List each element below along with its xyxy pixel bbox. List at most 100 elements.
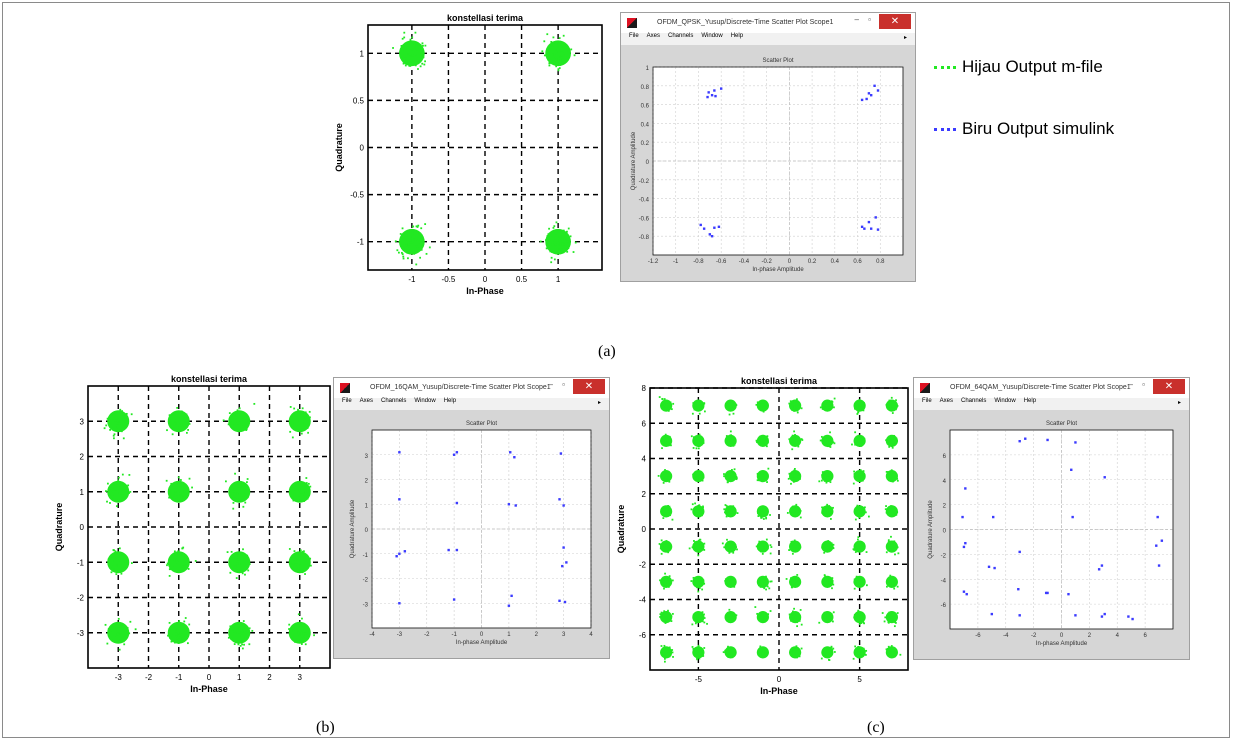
menu-window[interactable]: Window	[994, 398, 1016, 404]
constellation-cluster	[852, 645, 868, 660]
constellation-cluster	[789, 645, 803, 659]
scatter-point	[1071, 515, 1074, 519]
scatter-point	[414, 64, 417, 67]
scatter-point	[731, 511, 734, 514]
restore-icon[interactable]: ▫	[868, 15, 871, 24]
scatter-point	[238, 631, 241, 634]
scatter-point	[234, 563, 237, 566]
scatter-point	[180, 410, 183, 413]
menu-axes[interactable]: Axes	[646, 33, 661, 39]
restore-icon[interactable]: ▫	[1142, 380, 1145, 389]
scatter-point	[725, 435, 728, 437]
scatter-point	[856, 413, 859, 415]
scatter-point	[857, 614, 859, 617]
menu-file[interactable]: File	[342, 398, 352, 404]
scatter-point	[724, 580, 727, 582]
menu-help[interactable]: Help	[730, 33, 744, 39]
scatter-point	[891, 477, 894, 480]
scatter-point	[667, 406, 670, 409]
scatter-point	[660, 545, 663, 548]
scatter-point	[107, 628, 110, 630]
menu-help[interactable]: Help	[1023, 398, 1037, 404]
scatter-point	[662, 474, 665, 477]
scatter-point	[300, 554, 303, 557]
scatter-point	[729, 508, 732, 511]
axes-frame	[87, 385, 331, 669]
scatter-point	[228, 563, 231, 566]
scatter-point	[854, 518, 857, 521]
scatter-point	[793, 617, 795, 620]
scatter-point	[291, 563, 294, 565]
scatter-point	[890, 439, 893, 441]
menu-axes[interactable]: Axes	[939, 398, 954, 404]
scatter-point	[692, 402, 695, 404]
scatter-point	[248, 632, 251, 635]
scatter-point	[121, 473, 124, 476]
scatter-point	[890, 514, 893, 517]
scatter-point	[561, 47, 564, 50]
scatter-point	[727, 655, 729, 658]
menu-help[interactable]: Help	[443, 398, 457, 404]
scatter-point	[304, 643, 307, 646]
scatter-point	[667, 578, 670, 581]
scatter-point	[184, 425, 187, 428]
close-icon[interactable]: ✕	[573, 379, 605, 394]
window-titlebar[interactable]: OFDM_16QAM_Yusup/Discrete-Time Scatter P…	[334, 378, 609, 398]
scatter-point	[796, 407, 799, 409]
scatter-point	[236, 492, 239, 495]
scatter-point	[724, 649, 727, 652]
scatter-point	[413, 252, 416, 255]
scatter-point	[729, 472, 732, 475]
scatter-point	[861, 479, 864, 482]
scatter-point	[793, 506, 796, 509]
scatter-point	[790, 442, 793, 445]
window-titlebar[interactable]: OFDM_QPSK_Yusup/Discrete-Time Scatter Pl…	[621, 13, 915, 33]
scatter-point	[116, 564, 118, 567]
menu-overflow-icon[interactable]: ▸	[597, 400, 601, 406]
scatter-point	[670, 620, 673, 623]
close-icon[interactable]: ✕	[879, 14, 911, 29]
scatter-point	[758, 545, 761, 547]
window-menubar: File Axes Channels Window Help ▸	[334, 398, 609, 410]
minimize-icon[interactable]: –	[854, 15, 859, 24]
scatter-point	[761, 652, 764, 655]
scatter-point	[867, 220, 871, 224]
minimize-icon[interactable]: –	[548, 380, 553, 389]
scatter-point	[667, 581, 670, 583]
scatter-point	[177, 486, 180, 488]
scatter-point	[863, 509, 865, 512]
scatter-point	[993, 566, 996, 570]
scatter-point	[179, 490, 181, 493]
close-icon[interactable]: ✕	[1153, 379, 1185, 394]
scatter-point	[111, 567, 113, 569]
menu-window[interactable]: Window	[701, 33, 723, 39]
menu-channels[interactable]: Channels	[668, 33, 694, 39]
scatter-point	[663, 544, 666, 547]
scatter-point	[790, 651, 793, 654]
scatter-point	[240, 486, 243, 489]
menu-file[interactable]: File	[629, 33, 639, 39]
menu-overflow-icon[interactable]: ▸	[1177, 400, 1181, 406]
minimize-icon[interactable]: –	[1128, 380, 1133, 389]
scatter-point	[770, 546, 773, 548]
menu-axes[interactable]: Axes	[359, 398, 374, 404]
menu-channels[interactable]: Channels	[961, 398, 987, 404]
menu-window[interactable]: Window	[414, 398, 436, 404]
x-tick-label: -0.2	[761, 259, 772, 265]
scatter-point	[884, 508, 887, 511]
menu-channels[interactable]: Channels	[381, 398, 407, 404]
scatter-point	[858, 613, 861, 615]
menu-file[interactable]: File	[922, 398, 932, 404]
x-axis-label: In-phase Amplitude	[456, 640, 508, 646]
scatter-point	[181, 634, 183, 637]
scatter-point	[732, 476, 734, 479]
scatter-point	[862, 621, 865, 624]
restore-icon[interactable]: ▫	[562, 380, 565, 389]
scatter-point	[894, 621, 897, 624]
menu-overflow-icon[interactable]: ▸	[903, 35, 907, 41]
scatter-point	[294, 623, 297, 626]
scatter-point	[234, 640, 237, 643]
scatter-point	[693, 615, 696, 618]
window-titlebar[interactable]: OFDM_64QAM_Yusup/Discrete-Time Scatter P…	[914, 378, 1189, 398]
scatter-point	[398, 552, 401, 555]
